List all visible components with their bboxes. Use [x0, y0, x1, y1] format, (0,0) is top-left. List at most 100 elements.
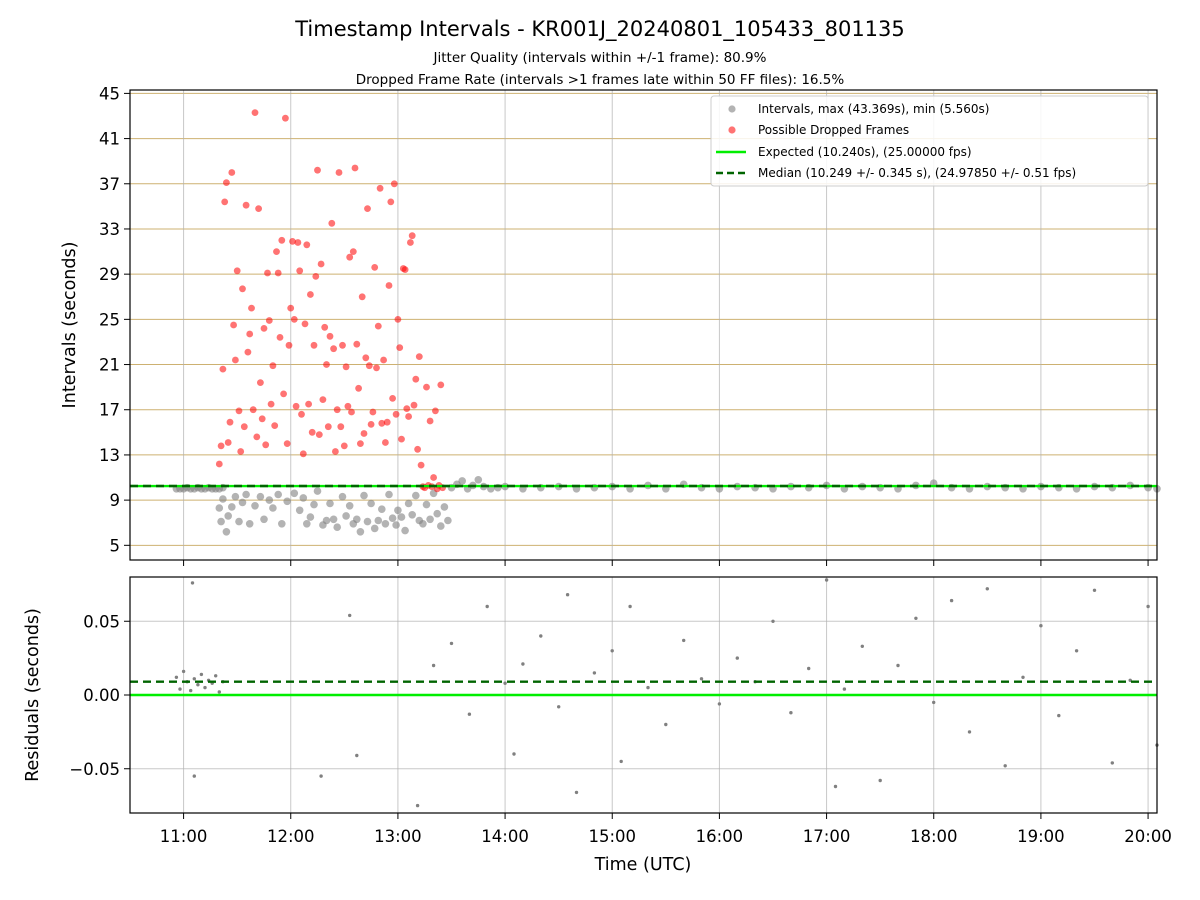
- dropped-frame-point: [405, 413, 412, 420]
- residual-point: [196, 683, 200, 687]
- interval-point: [408, 511, 417, 519]
- interval-point: [444, 516, 452, 525]
- x-tick-label: 20:00: [1124, 827, 1172, 846]
- residual-point: [628, 604, 632, 609]
- y-tick-label: 21: [99, 356, 120, 375]
- dropped-frame-point: [385, 282, 393, 289]
- chart-subtitle-jitter: Jitter Quality (intervals within +/-1 fr…: [433, 50, 767, 66]
- dropped-frame-point: [373, 364, 380, 372]
- interval-point: [422, 500, 431, 509]
- dropped-frame-point: [339, 341, 346, 349]
- dropped-frame-point: [294, 239, 302, 246]
- dropped-frame-point: [353, 340, 361, 348]
- interval-point: [426, 515, 434, 524]
- dropped-frame-point: [260, 325, 268, 332]
- dropped-frame-point: [321, 323, 329, 331]
- residual-point: [842, 687, 847, 691]
- residual-point: [1146, 604, 1150, 609]
- residual-point: [512, 752, 516, 756]
- dropped-frame-point: [285, 341, 293, 349]
- dropped-frame-point: [283, 440, 291, 447]
- dropped-frame-point: [251, 109, 259, 116]
- chart-subtitle-dropped: Dropped Frame Rate (intervals >1 frames …: [356, 72, 845, 88]
- residual-point: [217, 690, 221, 694]
- residual-point: [521, 662, 525, 666]
- residual-point: [355, 753, 359, 758]
- intervals-panel: 5 9 13 17 21 25 29 33 37 41 45 Intervals (seconds)…: [60, 84, 1161, 566]
- dropped-frame-point: [292, 402, 300, 410]
- interval-point: [238, 498, 247, 507]
- interval-point: [353, 515, 361, 524]
- residual-point: [967, 730, 972, 734]
- intervals-legend: Intervals, max (43.369s), min (5.560s) P…: [710, 95, 1149, 187]
- dropped-frame-point: [378, 419, 386, 427]
- dropped-frame-point: [423, 383, 430, 391]
- dropped-frame-point: [335, 169, 343, 176]
- dropped-frame-point: [326, 332, 334, 340]
- interval-point: [322, 516, 331, 525]
- dropped-frame-point: [390, 180, 398, 188]
- interval-point: [235, 517, 243, 526]
- residual-point: [1092, 588, 1097, 592]
- interval-point: [251, 502, 259, 510]
- interval-point: [283, 497, 292, 506]
- dropped-frame-point: [224, 439, 232, 446]
- dropped-frame-point: [401, 266, 409, 273]
- x-tick-label: 17:00: [803, 827, 851, 846]
- y-tick-label: 33: [99, 220, 120, 239]
- interval-point: [370, 524, 379, 533]
- dropped-frame-point: [307, 291, 314, 298]
- y-tick-label: 45: [99, 84, 120, 103]
- interval-point: [303, 520, 311, 528]
- residual-point: [860, 644, 864, 648]
- dropped-frame-point: [232, 356, 239, 364]
- dropped-frame-point: [282, 114, 289, 122]
- dropped-frame-point: [296, 267, 304, 275]
- residual-point: [1110, 761, 1115, 765]
- dropped-frame-point: [298, 410, 305, 418]
- interval-point: [217, 517, 225, 526]
- dropped-frame-point: [333, 406, 341, 414]
- dropped-frame-point: [380, 356, 387, 364]
- y-tick-label: 0.05: [83, 612, 120, 631]
- residual-point: [1003, 764, 1007, 768]
- x-tick-label: 14:00: [481, 827, 529, 846]
- residual-point: [878, 778, 882, 783]
- interval-point: [394, 506, 402, 515]
- residual-point: [664, 722, 668, 727]
- dropped-frame-point: [237, 448, 245, 455]
- residual-point: [619, 759, 623, 764]
- residual-point: [557, 705, 561, 709]
- y-tick-label: 29: [99, 265, 120, 284]
- dropped-frame-point: [290, 316, 298, 323]
- interval-point: [345, 502, 354, 510]
- dropped-frame-point: [303, 241, 311, 249]
- y-tick-label: 17: [99, 401, 120, 420]
- interval-point: [374, 516, 383, 525]
- legend-label-expected: Expected (10.240s), (25.00000 fps): [758, 145, 972, 159]
- interval-point: [378, 505, 386, 513]
- dropped-frame-point: [346, 253, 354, 261]
- interval-point: [265, 496, 274, 504]
- interval-point: [326, 499, 334, 508]
- interval-point: [306, 513, 315, 521]
- interval-point: [245, 520, 254, 528]
- x-tick-label: 13:00: [374, 827, 422, 846]
- dropped-frame-point: [426, 417, 434, 425]
- dropped-frame-point: [233, 267, 241, 275]
- y-tick-label: 13: [99, 446, 120, 465]
- dropped-frame-point: [432, 407, 439, 415]
- residuals-y-axis-label: Residuals (seconds): [23, 608, 43, 782]
- intervals-x-ticks: [183, 560, 1149, 566]
- interval-point: [433, 509, 442, 518]
- interval-point: [329, 515, 338, 524]
- dropped-frame-point: [383, 418, 391, 426]
- dropped-frame-point: [262, 441, 270, 449]
- dropped-frame-point: [253, 433, 261, 441]
- dropped-frame-point: [349, 248, 357, 256]
- interval-point: [269, 504, 277, 512]
- interval-point: [290, 489, 299, 498]
- x-tick-label: 15:00: [588, 827, 636, 846]
- interval-point: [310, 500, 318, 509]
- y-tick-label: −0.05: [69, 760, 120, 779]
